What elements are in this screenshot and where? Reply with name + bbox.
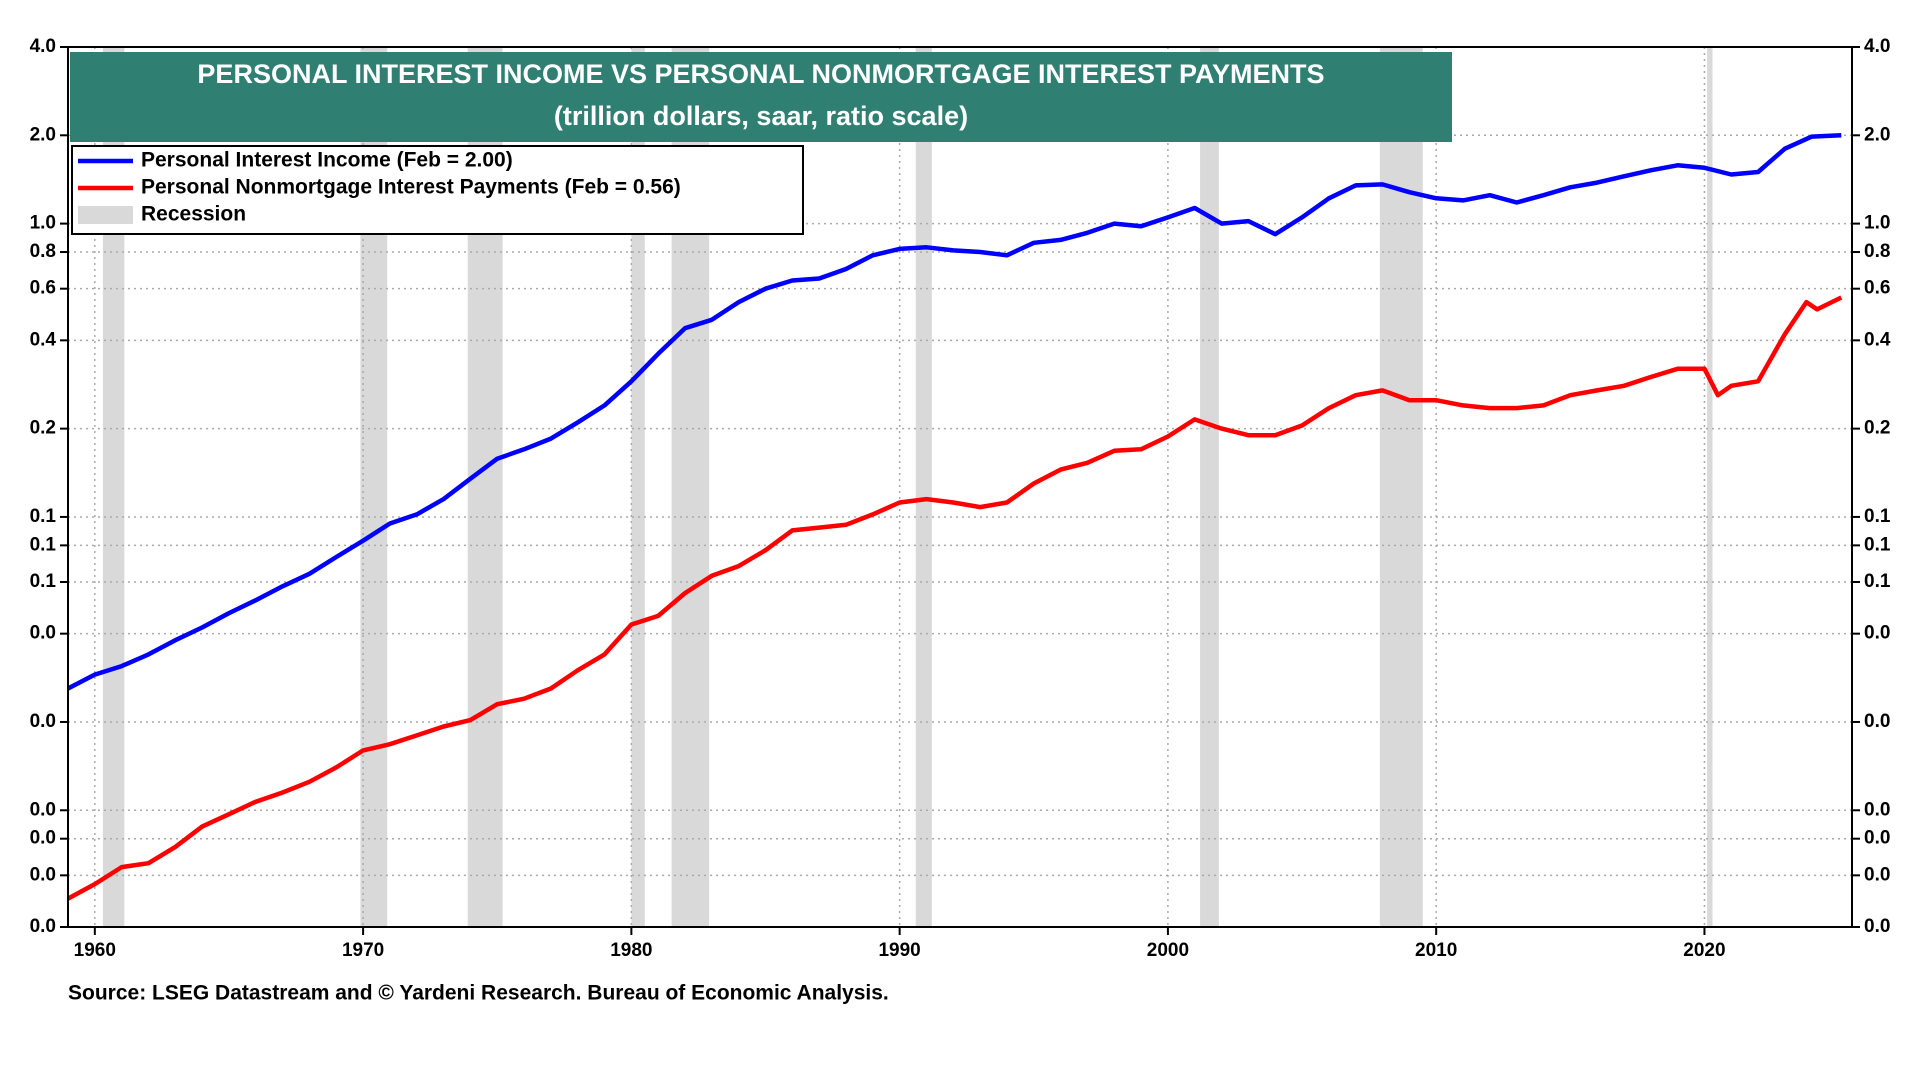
x-tick-label: 1980 bbox=[610, 940, 652, 961]
y2-tick-label: 0.6 bbox=[1864, 278, 1890, 299]
x-tick-label: 1970 bbox=[342, 940, 384, 961]
y-tick-label: 0.0 bbox=[30, 623, 56, 644]
recession-band bbox=[915, 47, 932, 927]
y-tick-label: 0.1 bbox=[30, 571, 57, 592]
y2-tick-label: 0.4 bbox=[1864, 329, 1891, 350]
y-tick-label: 0.1 bbox=[30, 534, 57, 555]
y2-tick-label: 0.0 bbox=[1864, 864, 1890, 885]
y2-tick-label: 0.1 bbox=[1864, 534, 1891, 555]
y-tick-label: 1.0 bbox=[30, 213, 56, 234]
y2-tick-label: 1.0 bbox=[1864, 213, 1890, 234]
x-tick-label: 2000 bbox=[1147, 940, 1189, 961]
chart-title: PERSONAL INTEREST INCOME VS PERSONAL NON… bbox=[197, 59, 1324, 89]
y-tick-label: 0.4 bbox=[30, 329, 57, 350]
y2-tick-label: 0.0 bbox=[1864, 828, 1890, 849]
plot-frame bbox=[67, 46, 1853, 928]
chart-subtitle: (trillion dollars, saar, ratio scale) bbox=[554, 101, 968, 131]
y-tick-label: 0.0 bbox=[30, 828, 56, 849]
y-tick-label: 0.0 bbox=[30, 711, 56, 732]
x-tick-label: 2020 bbox=[1683, 940, 1725, 961]
legend: Personal Interest Income (Feb = 2.00) Per… bbox=[71, 145, 804, 235]
series-line bbox=[66, 133, 1842, 691]
title-box bbox=[70, 52, 1452, 142]
y2-tick-label: 0.0 bbox=[1864, 799, 1890, 820]
y2-tick-label: 0.8 bbox=[1864, 241, 1890, 262]
x-tick-label: 2010 bbox=[1415, 940, 1457, 961]
legend-label: Recession bbox=[141, 203, 246, 226]
y2-tick-label: 4.0 bbox=[1864, 36, 1890, 57]
x-tick-label: 1960 bbox=[74, 940, 116, 961]
recession-band bbox=[102, 47, 125, 927]
recession-band bbox=[631, 47, 645, 927]
recession-band bbox=[1379, 47, 1423, 927]
legend-box bbox=[71, 145, 804, 235]
y-tick-label: 0.0 bbox=[30, 864, 56, 885]
y-tick-label: 0.1 bbox=[30, 506, 57, 527]
y2-tick-label: 0.2 bbox=[1864, 418, 1890, 439]
y2-tick-label: 0.1 bbox=[1864, 571, 1891, 592]
source: Source: LSEG Datastream and © Yardeni Re… bbox=[68, 982, 889, 1005]
y-tick-label: 0.0 bbox=[30, 799, 56, 820]
y-tick-label: 2.0 bbox=[30, 124, 56, 145]
y2-tick-label: 0.0 bbox=[1864, 623, 1890, 644]
series-line bbox=[66, 295, 1843, 901]
plot-lines bbox=[66, 133, 1843, 901]
x-tick-label: 1990 bbox=[878, 940, 920, 961]
legend-label: Personal Nonmortgage Interest Payments (… bbox=[141, 176, 681, 199]
legend-label: Personal Interest Income (Feb = 2.00) bbox=[141, 149, 513, 172]
y-tick-label: 0.0 bbox=[30, 916, 56, 937]
y2-tick-label: 0.1 bbox=[1864, 506, 1891, 527]
y2-tick-label: 0.0 bbox=[1864, 916, 1890, 937]
recession-band bbox=[1707, 47, 1713, 927]
y-tick-label: 4.0 bbox=[30, 36, 56, 57]
y-tick-label: 0.6 bbox=[30, 278, 56, 299]
y-tick-label: 0.2 bbox=[30, 418, 56, 439]
y2-tick-label: 0.0 bbox=[1864, 711, 1890, 732]
y2-tick-label: 2.0 bbox=[1864, 124, 1890, 145]
y-tick-label: 0.8 bbox=[30, 241, 56, 262]
legend-swatch bbox=[78, 206, 133, 224]
recession-band bbox=[1200, 47, 1219, 927]
